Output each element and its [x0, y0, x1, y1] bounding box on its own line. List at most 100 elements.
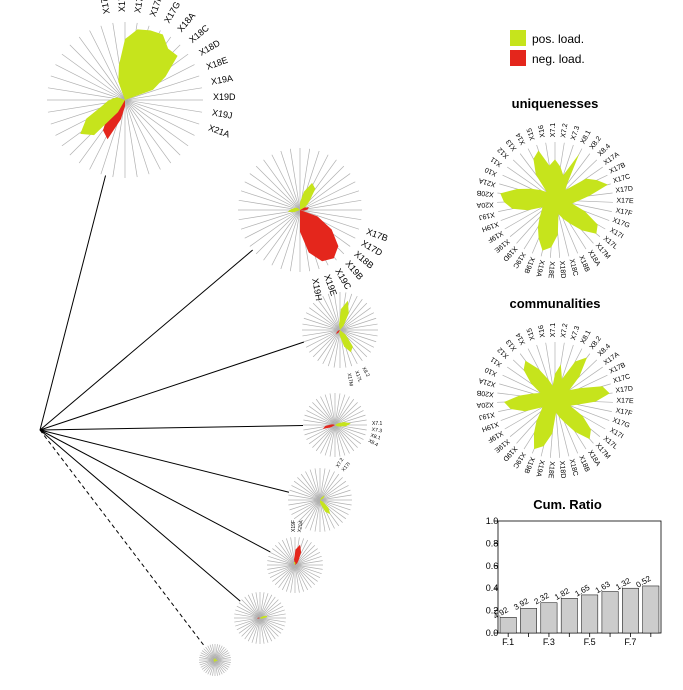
ring-label: X18B [577, 455, 590, 474]
ray-label: X20A [297, 519, 305, 533]
connector [40, 426, 303, 430]
ring-label: X18B [577, 255, 590, 274]
bar [622, 588, 638, 633]
ring-plot: uniquenessesX7.1X7.2X7.3X8.1X8.2X8.4X17A… [476, 96, 634, 279]
ring-label: X19J [478, 410, 495, 420]
ring-title: communalities [509, 296, 600, 311]
legend-pos-label: pos. load. [532, 32, 584, 46]
ray-label: X17M [346, 373, 354, 387]
ring-label: X7.2 [560, 323, 569, 338]
ring-label: X17B [608, 362, 627, 376]
ring-label: X17C [612, 173, 631, 185]
neg-wedge [300, 210, 338, 261]
ring-label: X18E [547, 461, 555, 479]
ring-label: X20B [476, 189, 494, 198]
legend-pos-swatch [510, 30, 526, 46]
xtick-label: F.5 [584, 637, 596, 647]
ray-label: X18D [197, 38, 222, 58]
ring-label: X17D [615, 186, 633, 195]
ring-label: X19H [481, 220, 500, 233]
pos-wedge [320, 500, 330, 514]
ring-label: X7.3 [570, 325, 581, 341]
xtick-label: F.1 [502, 637, 514, 647]
ring-label: X18C [568, 258, 579, 277]
bar [643, 586, 659, 633]
ring-label: X20A [476, 200, 494, 208]
ring-label: X15 [526, 327, 537, 341]
bar [500, 617, 516, 633]
ring-label: X19A [534, 459, 545, 478]
ray-label: X18E [205, 55, 229, 72]
ring-fill [504, 357, 610, 449]
cum-ratio-chart: Cum. Ratio0.00.20.40.60.81.04.92F.13.922… [486, 497, 661, 647]
ring-label: X19H [481, 420, 500, 433]
fan: X17BX17DX18BX19BX19CX19EX19H [238, 148, 389, 301]
factor-fan-plot: pos. load.neg. load.X17AX17CX17EX17FX17G… [0, 0, 683, 690]
ring-label: X18E [547, 261, 555, 279]
legend-neg-swatch [510, 50, 526, 66]
bar [582, 595, 598, 633]
ring-fill [500, 150, 608, 250]
ring-label: X21A [478, 376, 497, 388]
ray-label: X17E [132, 0, 146, 14]
ring-label: X14 [515, 131, 527, 145]
bar [561, 598, 577, 633]
ring-label: X17F [615, 407, 633, 417]
ring-label: X17B [608, 162, 627, 176]
ring-label: X17D [615, 386, 633, 395]
ring-label: X14 [515, 331, 527, 345]
ytick-label: 0.6 [486, 561, 499, 571]
connector [40, 176, 106, 430]
fan: X17AX17CX17EX17FX17GX18AX18CX18DX18EX19A… [47, 0, 236, 178]
connector [40, 430, 240, 601]
ring-label: X20A [476, 400, 494, 408]
ring-label: X7.2 [560, 123, 569, 138]
ytick-label: 1.0 [486, 516, 499, 526]
ring-label: X13 [505, 138, 518, 152]
ring-label: X10 [484, 365, 498, 377]
xtick-label: F.7 [624, 637, 636, 647]
ring-label: X7.3 [570, 125, 581, 141]
ray-label: X19A [210, 73, 233, 87]
ring-label: X16 [538, 124, 547, 138]
connector [40, 342, 304, 430]
bar [520, 608, 536, 633]
ring-label: X17E [616, 197, 634, 205]
xtick-label: F.3 [543, 637, 555, 647]
ray-label: X18C [187, 23, 211, 45]
ray-label: X17F [148, 0, 165, 18]
ring-title: uniquenesses [512, 96, 599, 111]
ytick-label: 0.4 [486, 583, 499, 593]
connector [40, 430, 289, 492]
ring-label: X17E [616, 397, 634, 405]
connector [40, 430, 270, 552]
ring-label: X19J [478, 210, 495, 220]
ray-label: X17G [162, 0, 182, 25]
fan [199, 644, 231, 676]
ring-label: X17F [615, 207, 633, 217]
ray-label: X19H [310, 278, 324, 302]
ring-label: X18D [558, 461, 566, 479]
fan: X7.2X17I [288, 457, 352, 532]
ring-label: X11 [490, 355, 504, 368]
cum-ratio-title: Cum. Ratio [533, 497, 602, 512]
bar [602, 592, 618, 633]
ring-label: X17C [612, 373, 631, 385]
ring-label: X16 [538, 324, 547, 338]
connector [40, 250, 253, 430]
ring-label: X11 [490, 155, 504, 168]
ray-label: X17C [117, 0, 127, 12]
ring-label: X10 [484, 165, 498, 177]
ring-label: X18C [568, 458, 579, 477]
ray-label: X17A [98, 0, 112, 15]
ring-label: X18D [558, 261, 566, 279]
fan: X19FX20A [267, 519, 323, 593]
ytick-label: 0.0 [486, 628, 499, 638]
ray-label: X19D [213, 92, 236, 102]
ring-label: X7.1 [550, 123, 557, 138]
ray-label: X19J [211, 107, 233, 120]
ring-label: X7.1 [550, 323, 557, 338]
ring-label: X21A [478, 176, 497, 188]
fan: X8.2X17LX17M [302, 292, 378, 387]
ring-label: X20B [476, 389, 494, 398]
